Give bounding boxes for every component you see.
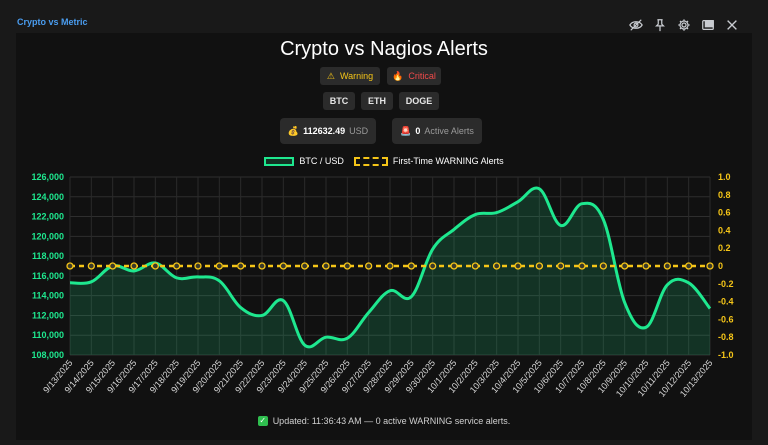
money-bag-icon: 💰: [287, 126, 300, 136]
filter-warning-button[interactable]: ⚠ Warning: [320, 67, 380, 85]
y-left-tick-label: 126,000: [31, 172, 64, 182]
y-right-tick-label: -1.0: [718, 350, 734, 360]
y-right-tick-label: 0.8: [718, 190, 731, 200]
warning-point: [407, 262, 415, 270]
pin-icon[interactable]: [652, 17, 668, 33]
warning-point: [685, 262, 693, 270]
price-unit: USD: [349, 126, 369, 136]
warning-point: [215, 262, 223, 270]
legend-label-warning: First-Time WARNING Alerts: [392, 156, 504, 166]
y-right-tick-label: -0.6: [718, 314, 734, 324]
y-right-tick-label: 0.4: [718, 225, 731, 235]
legend-label-btc: BTC / USD: [299, 156, 344, 166]
warning-point: [151, 262, 159, 270]
legend-swatch-btc: [264, 156, 295, 166]
warning-point: [663, 262, 671, 270]
warning-point: [301, 262, 309, 270]
warning-point: [322, 262, 330, 270]
y-left-tick-label: 120,000: [31, 231, 64, 241]
legend-item-btc[interactable]: BTC / USD: [264, 156, 344, 166]
gear-icon[interactable]: [676, 17, 692, 33]
warning-point: [621, 262, 629, 270]
warning-icon: ⚠: [326, 71, 335, 81]
warning-point: [87, 262, 95, 270]
y-left-tick-label: 112,000: [32, 310, 64, 320]
maximize-icon[interactable]: [700, 17, 716, 33]
y-left-tick-label: 122,000: [31, 212, 64, 222]
coin-doge-button[interactable]: DOGE: [399, 92, 439, 110]
warning-label: Warning: [339, 71, 374, 81]
warning-point: [109, 262, 117, 270]
warning-point: [450, 262, 458, 270]
y-right-tick-label: 0.2: [718, 243, 731, 253]
footer-text: Updated: 11:36:43 AM — 0 active WARNING …: [272, 416, 511, 426]
y-right-tick-label: 1.0: [718, 172, 731, 182]
warning-point: [557, 262, 565, 270]
warning-point: [279, 262, 287, 270]
warning-point: [237, 262, 245, 270]
alerts-value: 0: [415, 126, 421, 136]
warning-point: [471, 262, 479, 270]
coin-eth-button[interactable]: ETH: [361, 92, 393, 110]
btc-area: [70, 188, 710, 355]
y-left-tick-label: 116,000: [32, 271, 64, 281]
warning-point: [514, 262, 522, 270]
warning-point: [173, 262, 181, 270]
y-left-tick-label: 108,000: [31, 350, 64, 360]
warning-point: [706, 262, 714, 270]
alerts-label: Active Alerts: [424, 126, 474, 136]
y-left-tick-label: 124,000: [31, 192, 64, 202]
widget-title: Crypto vs Metric: [17, 17, 88, 27]
legend-item-warning[interactable]: First-Time WARNING Alerts: [353, 156, 504, 166]
warning-point: [386, 262, 394, 270]
warning-point: [365, 262, 373, 270]
y-right-tick-label: 0.6: [718, 208, 731, 218]
y-right-tick-label: 0: [718, 261, 723, 271]
warning-point: [258, 262, 266, 270]
widget-toolbar: [628, 17, 740, 33]
warning-point: [493, 262, 501, 270]
btc-line: [69, 186, 712, 349]
warning-point: [535, 262, 543, 270]
price-value: 112632.49: [303, 126, 346, 136]
warning-point: [343, 262, 351, 270]
checkbox-icon: ✓: [257, 416, 268, 426]
warning-point: [130, 262, 138, 270]
coin-btc-button[interactable]: BTC: [323, 92, 355, 110]
y-right-tick-label: -0.2: [718, 279, 734, 289]
warning-point: [642, 262, 650, 270]
warning-point: [578, 262, 586, 270]
y-left-tick-label: 114,000: [32, 291, 64, 301]
alerts-stat: 🚨 0 Active Alerts: [392, 118, 482, 144]
y-right-tick-label: -0.4: [718, 297, 734, 307]
status-footer: ✓ Updated: 11:36:43 AM — 0 active WARNIN…: [0, 416, 768, 426]
y-right-tick-label: -0.8: [718, 332, 734, 342]
y-left-tick-label: 118,000: [32, 251, 64, 261]
warning-point: [194, 262, 202, 270]
siren-icon: 🚨: [400, 126, 412, 136]
legend-swatch-warning: [353, 156, 388, 166]
y-left-tick-label: 110,000: [32, 330, 64, 340]
fire-icon: 🔥: [392, 71, 404, 81]
filter-critical-button[interactable]: 🔥 Critical: [387, 67, 441, 85]
warning-point: [599, 262, 607, 270]
hide-icon[interactable]: [628, 17, 644, 33]
warning-point: [66, 262, 74, 270]
page-title: Crypto vs Nagios Alerts: [280, 38, 488, 60]
price-stat: 💰 112632.49 USD: [280, 118, 376, 144]
chart-legend: BTC / USD First-Time WARNING Alerts: [0, 156, 768, 166]
close-icon[interactable]: [724, 17, 740, 33]
critical-label: Critical: [408, 71, 436, 81]
warning-point: [429, 262, 437, 270]
